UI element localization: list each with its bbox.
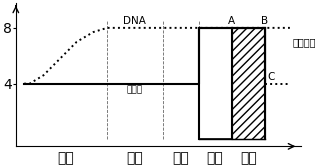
Text: （图四）: （图四）: [293, 37, 316, 47]
Text: B: B: [261, 16, 268, 26]
Text: A: A: [228, 16, 235, 26]
Text: DNA: DNA: [124, 16, 146, 26]
Bar: [232, 28, 265, 139]
Bar: [198, 28, 232, 139]
Text: C: C: [268, 72, 275, 81]
Text: 染色体: 染色体: [127, 85, 143, 94]
